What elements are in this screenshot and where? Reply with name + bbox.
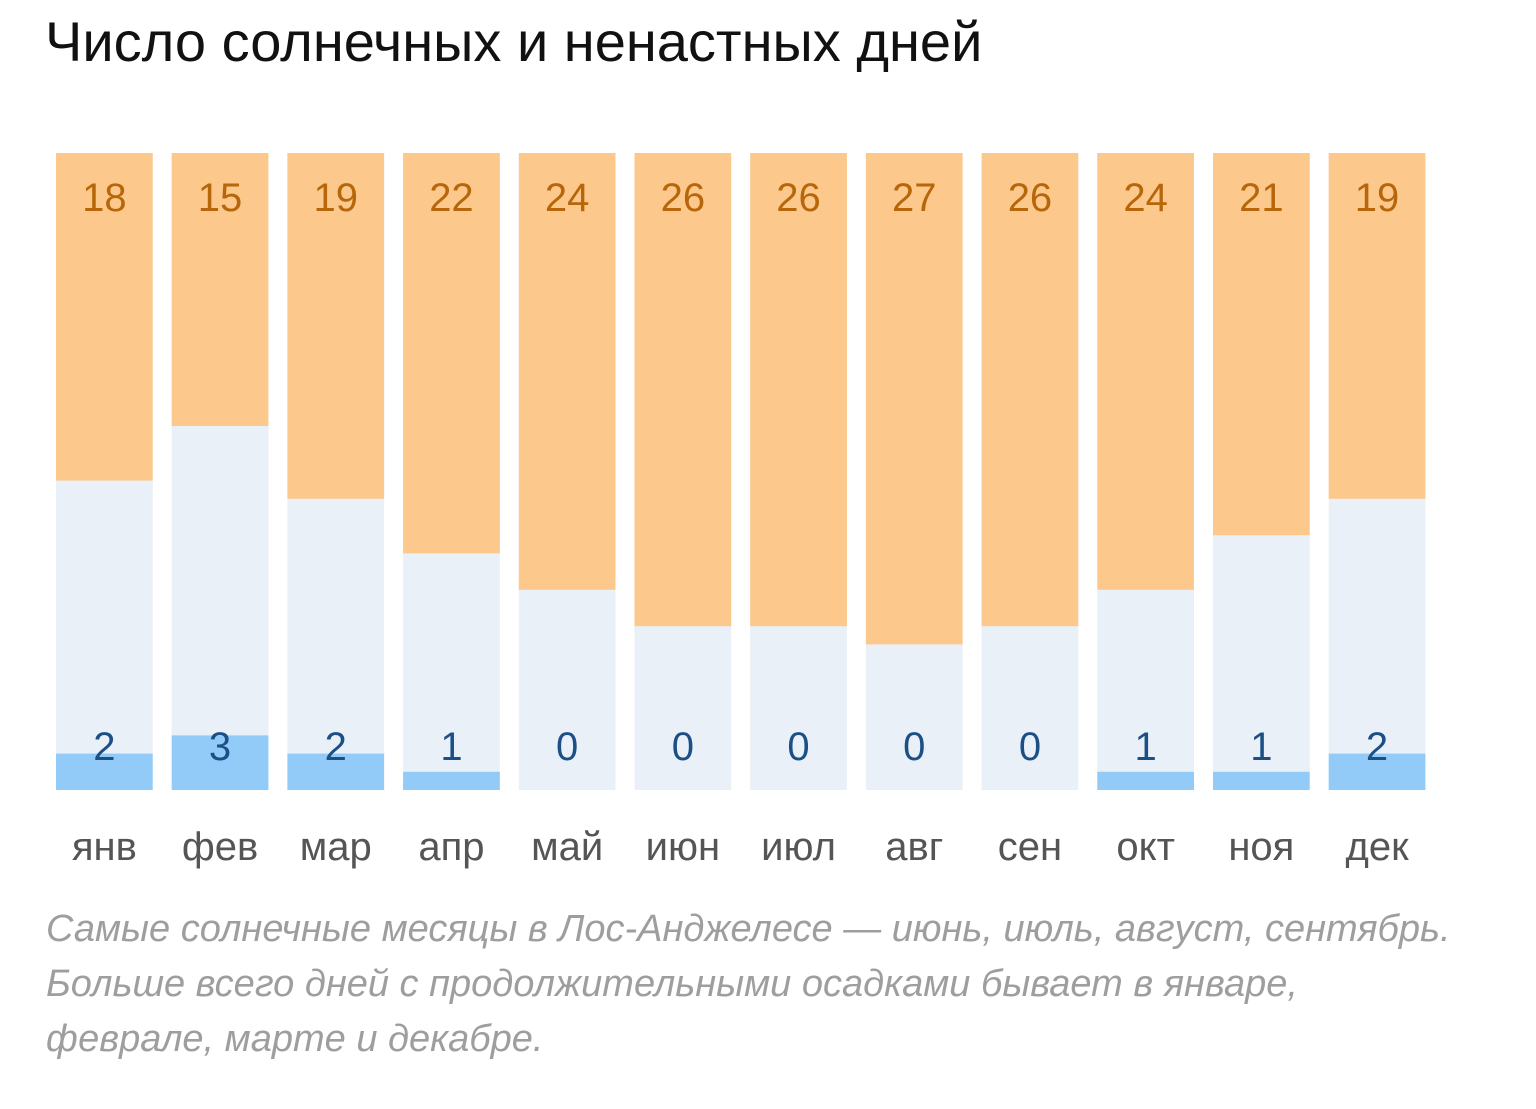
bar-sunny-2 [287, 153, 385, 499]
rainy-value-label-4: 0 [556, 725, 578, 769]
bar-sunny-10 [1213, 153, 1310, 536]
bar-sunny-8 [981, 153, 1079, 627]
bar-sunny-9 [1097, 153, 1194, 590]
month-tick-label-3: апр [418, 825, 484, 869]
rainy-value-label-6: 0 [787, 725, 809, 769]
rainy-value-label-10: 1 [1250, 725, 1272, 769]
stacked-bar-chart: 182янв153фев192мар221апр240май260июн260и… [56, 153, 1426, 869]
bar-rainy-10 [1213, 771, 1310, 790]
rainy-value-label-11: 2 [1366, 725, 1388, 769]
bar-sunny-3 [403, 153, 500, 554]
chart-caption: Самые солнечные месяцы в Лос-Анджелесе —… [46, 908, 1451, 1060]
month-tick-label-7: авг [885, 825, 943, 869]
month-tick-label-5: июн [646, 825, 720, 869]
bar-sunny-1 [171, 153, 269, 426]
rainy-value-label-9: 1 [1135, 725, 1157, 769]
sunny-value-label-10: 21 [1239, 176, 1284, 220]
month-tick-label-8: сен [998, 825, 1062, 869]
sunny-value-label-2: 19 [314, 176, 359, 220]
month-tick-label-10: ноя [1228, 825, 1294, 869]
sunny-value-label-1: 15 [198, 176, 243, 220]
rainy-value-label-0: 2 [93, 725, 115, 769]
bar-rainy-9 [1097, 771, 1194, 790]
month-tick-label-2: мар [300, 825, 372, 869]
bar-rainy-2 [287, 753, 385, 790]
rainy-value-label-8: 0 [1019, 725, 1041, 769]
sunny-value-label-9: 24 [1123, 176, 1168, 220]
sunny-value-label-4: 24 [545, 176, 590, 220]
bar-rainy-0 [56, 753, 153, 790]
bar-sunny-11 [1328, 153, 1426, 499]
sunny-value-label-11: 19 [1355, 176, 1400, 220]
month-tick-label-4: май [531, 825, 603, 869]
rainy-value-label-3: 1 [440, 725, 462, 769]
sunny-value-label-5: 26 [661, 176, 706, 220]
bar-sunny-6 [750, 153, 847, 627]
bar-rainy-11 [1328, 753, 1426, 790]
sunny-value-label-6: 26 [776, 176, 821, 220]
month-tick-label-6: июл [761, 825, 836, 869]
month-tick-label-11: дек [1346, 825, 1410, 869]
rainy-value-label-5: 0 [672, 725, 694, 769]
rainy-value-label-2: 2 [325, 725, 347, 769]
bar-sunny-0 [56, 153, 153, 481]
bar-rainy-1 [171, 735, 269, 790]
bar-sunny-7 [865, 153, 963, 645]
month-tick-label-1: фев [182, 825, 258, 869]
sunny-value-label-7: 27 [892, 176, 937, 220]
chart-title: Число солнечных и ненастных дней [45, 10, 983, 73]
bar-sunny-5 [634, 153, 732, 627]
bar-sunny-4 [518, 153, 616, 590]
month-tick-label-9: окт [1116, 825, 1175, 869]
sunny-value-label-0: 18 [82, 176, 127, 220]
month-tick-label-0: янв [72, 825, 137, 869]
sunny-value-label-3: 22 [429, 176, 474, 220]
rainy-value-label-1: 3 [209, 725, 231, 769]
rainy-value-label-7: 0 [903, 725, 925, 769]
sunny-value-label-8: 26 [1008, 176, 1053, 220]
bar-rainy-3 [403, 771, 500, 790]
